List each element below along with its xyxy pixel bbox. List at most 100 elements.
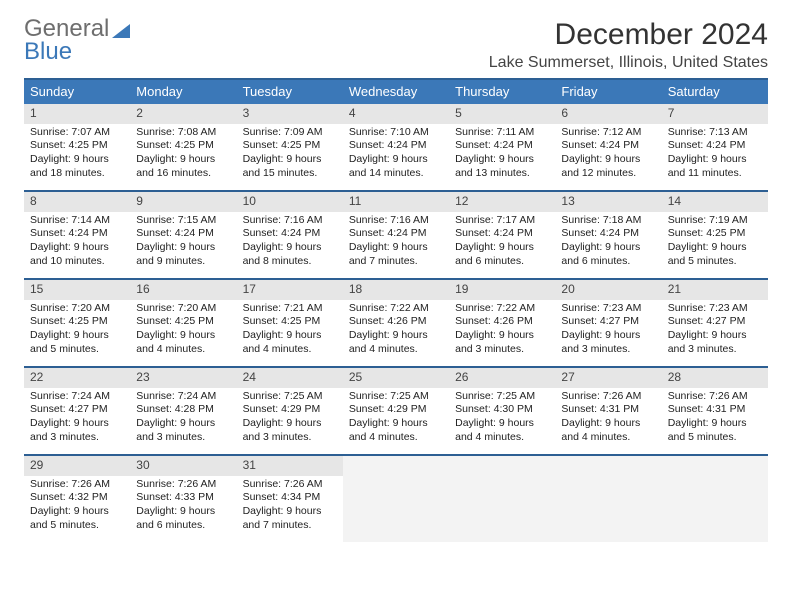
daylight-line: Daylight: 9 hours and 6 minutes. (136, 505, 230, 532)
sunrise-line: Sunrise: 7:16 AM (349, 214, 443, 228)
sunset-line: Sunset: 4:27 PM (668, 315, 762, 329)
day-cell: 16Sunrise: 7:20 AMSunset: 4:25 PMDayligh… (130, 280, 236, 366)
day-cell: 31Sunrise: 7:26 AMSunset: 4:34 PMDayligh… (237, 456, 343, 542)
sunrise-line: Sunrise: 7:26 AM (561, 390, 655, 404)
day-cell: 26Sunrise: 7:25 AMSunset: 4:30 PMDayligh… (449, 368, 555, 454)
sunset-line: Sunset: 4:27 PM (561, 315, 655, 329)
location: Lake Summerset, Illinois, United States (489, 54, 768, 72)
week-row: 29Sunrise: 7:26 AMSunset: 4:32 PMDayligh… (24, 454, 768, 542)
sunrise-line: Sunrise: 7:23 AM (561, 302, 655, 316)
sunset-line: Sunset: 4:25 PM (30, 315, 124, 329)
day-cell: 6Sunrise: 7:12 AMSunset: 4:24 PMDaylight… (555, 104, 661, 190)
day-body: Sunrise: 7:20 AMSunset: 4:25 PMDaylight:… (130, 300, 236, 361)
header: General Blue December 2024 Lake Summerse… (24, 18, 768, 72)
day-cell: 9Sunrise: 7:15 AMSunset: 4:24 PMDaylight… (130, 192, 236, 278)
day-cell: 20Sunrise: 7:23 AMSunset: 4:27 PMDayligh… (555, 280, 661, 366)
daylight-line: Daylight: 9 hours and 16 minutes. (136, 153, 230, 180)
sunrise-line: Sunrise: 7:22 AM (349, 302, 443, 316)
day-cell: 17Sunrise: 7:21 AMSunset: 4:25 PMDayligh… (237, 280, 343, 366)
sunrise-line: Sunrise: 7:24 AM (136, 390, 230, 404)
weeks-container: 1Sunrise: 7:07 AMSunset: 4:25 PMDaylight… (24, 104, 768, 542)
day-cell: 1Sunrise: 7:07 AMSunset: 4:25 PMDaylight… (24, 104, 130, 190)
day-cell: 3Sunrise: 7:09 AMSunset: 4:25 PMDaylight… (237, 104, 343, 190)
day-number: 18 (343, 280, 449, 300)
daylight-line: Daylight: 9 hours and 5 minutes. (30, 329, 124, 356)
sunrise-line: Sunrise: 7:12 AM (561, 126, 655, 140)
day-number: 5 (449, 104, 555, 124)
day-cell: 5Sunrise: 7:11 AMSunset: 4:24 PMDaylight… (449, 104, 555, 190)
daylight-line: Daylight: 9 hours and 4 minutes. (455, 417, 549, 444)
day-number: 26 (449, 368, 555, 388)
sunrise-line: Sunrise: 7:26 AM (243, 478, 337, 492)
day-number: 31 (237, 456, 343, 476)
daylight-line: Daylight: 9 hours and 4 minutes. (349, 329, 443, 356)
sunset-line: Sunset: 4:25 PM (668, 227, 762, 241)
day-number: 8 (24, 192, 130, 212)
sunrise-line: Sunrise: 7:25 AM (349, 390, 443, 404)
daylight-line: Daylight: 9 hours and 3 minutes. (668, 329, 762, 356)
day-body: Sunrise: 7:14 AMSunset: 4:24 PMDaylight:… (24, 212, 130, 273)
day-body: Sunrise: 7:26 AMSunset: 4:32 PMDaylight:… (24, 476, 130, 537)
day-body: Sunrise: 7:07 AMSunset: 4:25 PMDaylight:… (24, 124, 130, 185)
day-cell: 10Sunrise: 7:16 AMSunset: 4:24 PMDayligh… (237, 192, 343, 278)
daylight-line: Daylight: 9 hours and 13 minutes. (455, 153, 549, 180)
day-number: 23 (130, 368, 236, 388)
day-body: Sunrise: 7:24 AMSunset: 4:27 PMDaylight:… (24, 388, 130, 449)
sunset-line: Sunset: 4:26 PM (349, 315, 443, 329)
day-body: Sunrise: 7:26 AMSunset: 4:34 PMDaylight:… (237, 476, 343, 537)
day-cell: 13Sunrise: 7:18 AMSunset: 4:24 PMDayligh… (555, 192, 661, 278)
sunset-line: Sunset: 4:25 PM (243, 139, 337, 153)
day-cell: 29Sunrise: 7:26 AMSunset: 4:32 PMDayligh… (24, 456, 130, 542)
day-number: 16 (130, 280, 236, 300)
sunrise-line: Sunrise: 7:15 AM (136, 214, 230, 228)
sunset-line: Sunset: 4:24 PM (30, 227, 124, 241)
calendar-page: General Blue December 2024 Lake Summerse… (0, 0, 792, 542)
day-of-week-header: Wednesday (343, 80, 449, 104)
sunset-line: Sunset: 4:24 PM (561, 139, 655, 153)
day-body: Sunrise: 7:20 AMSunset: 4:25 PMDaylight:… (24, 300, 130, 361)
day-cell: 14Sunrise: 7:19 AMSunset: 4:25 PMDayligh… (662, 192, 768, 278)
sunrise-line: Sunrise: 7:16 AM (243, 214, 337, 228)
day-cell: 12Sunrise: 7:17 AMSunset: 4:24 PMDayligh… (449, 192, 555, 278)
day-body: Sunrise: 7:25 AMSunset: 4:29 PMDaylight:… (237, 388, 343, 449)
sunset-line: Sunset: 4:24 PM (455, 139, 549, 153)
week-row: 15Sunrise: 7:20 AMSunset: 4:25 PMDayligh… (24, 278, 768, 366)
sunrise-line: Sunrise: 7:10 AM (349, 126, 443, 140)
day-body: Sunrise: 7:23 AMSunset: 4:27 PMDaylight:… (555, 300, 661, 361)
daylight-line: Daylight: 9 hours and 8 minutes. (243, 241, 337, 268)
day-body: Sunrise: 7:25 AMSunset: 4:29 PMDaylight:… (343, 388, 449, 449)
sunrise-line: Sunrise: 7:21 AM (243, 302, 337, 316)
sunset-line: Sunset: 4:29 PM (243, 403, 337, 417)
sunset-line: Sunset: 4:25 PM (136, 315, 230, 329)
daylight-line: Daylight: 9 hours and 9 minutes. (136, 241, 230, 268)
day-cell: 28Sunrise: 7:26 AMSunset: 4:31 PMDayligh… (662, 368, 768, 454)
daylight-line: Daylight: 9 hours and 4 minutes. (243, 329, 337, 356)
day-body: Sunrise: 7:21 AMSunset: 4:25 PMDaylight:… (237, 300, 343, 361)
sunset-line: Sunset: 4:31 PM (668, 403, 762, 417)
daylight-line: Daylight: 9 hours and 4 minutes. (136, 329, 230, 356)
day-number: 7 (662, 104, 768, 124)
sunrise-line: Sunrise: 7:24 AM (30, 390, 124, 404)
sunset-line: Sunset: 4:24 PM (455, 227, 549, 241)
sail-icon (112, 24, 130, 38)
day-number: 27 (555, 368, 661, 388)
daylight-line: Daylight: 9 hours and 3 minutes. (243, 417, 337, 444)
day-body: Sunrise: 7:15 AMSunset: 4:24 PMDaylight:… (130, 212, 236, 273)
day-body: Sunrise: 7:13 AMSunset: 4:24 PMDaylight:… (662, 124, 768, 185)
day-body: Sunrise: 7:09 AMSunset: 4:25 PMDaylight:… (237, 124, 343, 185)
logo-text: General Blue (24, 18, 130, 64)
sunrise-line: Sunrise: 7:22 AM (455, 302, 549, 316)
day-body: Sunrise: 7:24 AMSunset: 4:28 PMDaylight:… (130, 388, 236, 449)
day-of-week-header: Saturday (662, 80, 768, 104)
day-number: 28 (662, 368, 768, 388)
week-row: 8Sunrise: 7:14 AMSunset: 4:24 PMDaylight… (24, 190, 768, 278)
sunrise-line: Sunrise: 7:26 AM (30, 478, 124, 492)
day-of-week-header: Friday (555, 80, 661, 104)
daylight-line: Daylight: 9 hours and 7 minutes. (349, 241, 443, 268)
sunrise-line: Sunrise: 7:17 AM (455, 214, 549, 228)
day-number (449, 456, 555, 476)
daylight-line: Daylight: 9 hours and 7 minutes. (243, 505, 337, 532)
sunset-line: Sunset: 4:24 PM (349, 227, 443, 241)
daylight-line: Daylight: 9 hours and 5 minutes. (30, 505, 124, 532)
daylight-line: Daylight: 9 hours and 3 minutes. (136, 417, 230, 444)
